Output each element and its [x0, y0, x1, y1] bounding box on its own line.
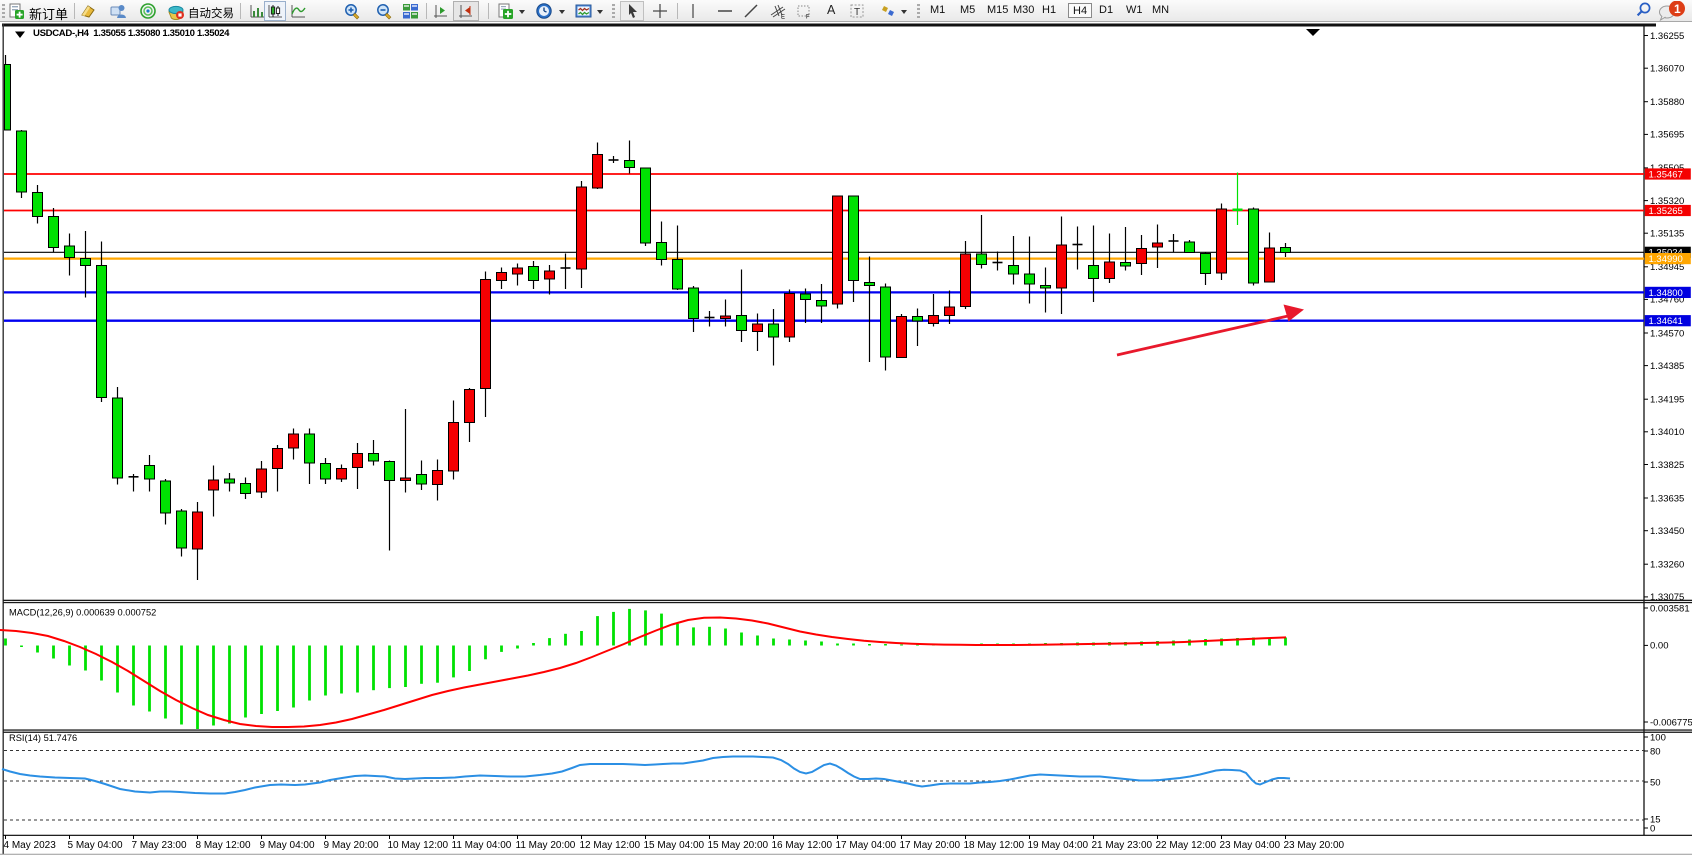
svg-text:12 May 12:00: 12 May 12:00 [580, 840, 641, 851]
svg-text:15: 15 [1650, 814, 1661, 825]
svg-text:E: E [781, 15, 785, 21]
svg-text:1.33260: 1.33260 [1650, 560, 1684, 571]
svg-text:19 May 04:00: 19 May 04:00 [1028, 840, 1089, 851]
svg-text:50: 50 [1650, 777, 1661, 788]
svg-text:15 May 20:00: 15 May 20:00 [708, 840, 769, 851]
svg-text:1.34195: 1.34195 [1650, 395, 1684, 406]
svg-text:MACD(12,26,9) 0.000639 0.00075: MACD(12,26,9) 0.000639 0.000752 [9, 608, 156, 618]
svg-text:1.35467: 1.35467 [1649, 169, 1683, 180]
svg-text:1.34800: 1.34800 [1649, 288, 1683, 299]
svg-text:16 May 12:00: 16 May 12:00 [772, 840, 833, 851]
svg-text:11 May 04:00: 11 May 04:00 [452, 840, 512, 851]
svg-text:15 May 04:00: 15 May 04:00 [644, 840, 705, 851]
svg-text:1.35265: 1.35265 [1649, 206, 1683, 217]
svg-text:1.33075: 1.33075 [1650, 592, 1684, 603]
svg-text:1.33635: 1.33635 [1650, 493, 1684, 504]
svg-text:1.35320: 1.35320 [1650, 196, 1684, 207]
svg-text:RSI(14) 51.7476: RSI(14) 51.7476 [9, 733, 77, 743]
svg-text:1.34010: 1.34010 [1650, 427, 1684, 438]
svg-text:8 May 12:00: 8 May 12:00 [196, 840, 251, 851]
svg-text:1.35880: 1.35880 [1650, 97, 1684, 108]
svg-text:1.33825: 1.33825 [1650, 460, 1684, 471]
svg-text:0.003581: 0.003581 [1650, 603, 1690, 614]
svg-text:22 May 12:00: 22 May 12:00 [1156, 840, 1217, 851]
svg-text:1.33450: 1.33450 [1650, 526, 1684, 537]
svg-text:100: 100 [1650, 732, 1666, 743]
svg-text:21 May 23:00: 21 May 23:00 [1092, 840, 1153, 851]
svg-text:4 May 2023: 4 May 2023 [4, 840, 57, 851]
svg-text:0: 0 [1650, 823, 1655, 834]
svg-text:5 May 04:00: 5 May 04:00 [68, 840, 123, 851]
svg-text:USDCAD-,H4 1.35055 1.35080 1.: USDCAD-,H4 1.35055 1.35080 1.35010 1.350… [33, 28, 230, 39]
svg-text:1.34945: 1.34945 [1650, 262, 1684, 273]
svg-text:1.36070: 1.36070 [1650, 64, 1684, 75]
svg-text:1.34990: 1.34990 [1649, 254, 1683, 265]
svg-text:1.34385: 1.34385 [1650, 361, 1684, 372]
svg-text:10 May 12:00: 10 May 12:00 [388, 840, 449, 851]
svg-text:80: 80 [1650, 746, 1661, 757]
svg-text:17 May 20:00: 17 May 20:00 [900, 840, 961, 851]
svg-text:T: T [854, 7, 860, 18]
svg-text:1.34570: 1.34570 [1650, 328, 1684, 339]
svg-text:1.35135: 1.35135 [1650, 229, 1684, 240]
svg-text:1.34760: 1.34760 [1650, 295, 1684, 306]
svg-text:1.34641: 1.34641 [1649, 316, 1683, 327]
svg-text:9 May 20:00: 9 May 20:00 [324, 840, 379, 851]
svg-text:1: 1 [1674, 2, 1681, 16]
svg-text:F: F [806, 15, 810, 21]
svg-text:1.36255: 1.36255 [1650, 31, 1684, 42]
svg-text:23 May 20:00: 23 May 20:00 [1284, 840, 1345, 851]
svg-text:11 May 20:00: 11 May 20:00 [516, 840, 576, 851]
svg-text:1.35695: 1.35695 [1650, 130, 1684, 141]
svg-text:18 May 12:00: 18 May 12:00 [964, 840, 1025, 851]
svg-text:23 May 04:00: 23 May 04:00 [1220, 840, 1281, 851]
svg-text:7 May 23:00: 7 May 23:00 [132, 840, 187, 851]
svg-text:-0.006775: -0.006775 [1650, 717, 1692, 728]
svg-text:9 May 04:00: 9 May 04:00 [260, 840, 315, 851]
svg-text:0.00: 0.00 [1650, 641, 1669, 652]
svg-text:17 May 04:00: 17 May 04:00 [836, 840, 897, 851]
